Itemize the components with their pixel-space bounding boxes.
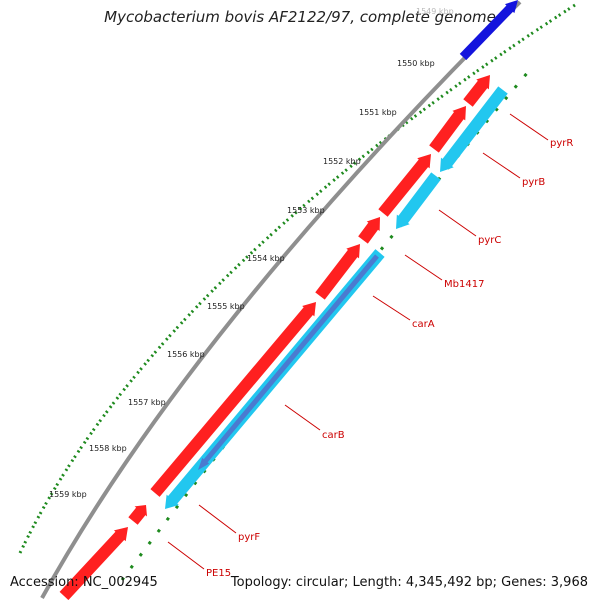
gene-arrow [198,254,379,470]
scale-label: 1551 kbp [359,108,397,117]
gene-label: pyrF [238,532,260,543]
gene-leader-line [482,152,521,179]
scale-label: 1558 kbp [89,444,127,453]
genome-summary: Topology: circular; Length: 4,345,492 bp… [230,575,588,590]
genome-backbone [40,0,522,599]
gene-label: carA [412,319,435,330]
gene-label: pyrC [478,235,501,246]
accession-label: Accession: NC_002945 [10,575,158,590]
map-title: Mycobacterium bovis AF2122/97, complete … [104,8,496,26]
gene-leader-line [404,254,443,281]
scale-label: 1549 kbp [416,7,454,16]
gene-arrow [150,302,316,497]
scale-label: 1552 kbp [323,157,361,166]
gene-label: PE15 [206,568,231,579]
scale-label: 1559 kbp [49,490,87,499]
scale-label: 1555 kbp [207,302,245,311]
gene-arrow [358,217,380,244]
scale-label: 1557 kbp [128,398,166,407]
gene-leader-line [167,541,205,570]
gene-arrow [463,75,490,107]
gene-arrow [440,86,508,172]
gene-arrow [396,172,441,229]
gene-arrow [315,244,360,300]
gene-arrow [429,106,466,153]
gene-leader-line [198,504,237,534]
scale-ring-dots [18,3,576,554]
gene-leader-line [438,209,477,237]
gene-label: Mb1417 [444,279,484,290]
gene-label: pyrR [550,138,573,149]
gene-leader-line [509,113,549,141]
gene-arrow [378,154,431,217]
gene-leader-line [372,295,411,321]
gene-label: pyrB [522,177,545,188]
scale-label: 1556 kbp [167,350,205,359]
scale-ring-dots [18,3,576,554]
scale-label: 1554 kbp [247,254,285,263]
gene-arrow [459,0,518,61]
scale-label: 1550 kbp [397,59,435,68]
gene-arrow [128,505,148,525]
gene-label: carB [322,430,345,441]
scale-label: 1553 kbp [287,206,325,215]
gene-arrow [59,527,128,600]
gene-leader-line [284,404,321,431]
